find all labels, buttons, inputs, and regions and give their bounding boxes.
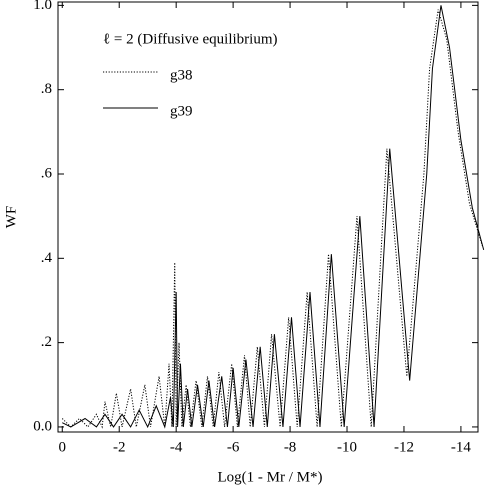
legend-label: g38: [170, 67, 193, 83]
series-line: [62, 5, 485, 429]
y-tick-label: 0.0: [33, 418, 52, 434]
x-tick-label: 0: [59, 439, 67, 455]
x-tick-label: -12: [394, 439, 414, 455]
y-tick-label: .8: [41, 81, 52, 97]
y-axis-label: WF: [3, 206, 19, 229]
x-tick-label: -10: [337, 439, 357, 455]
y-tick-label: .6: [41, 165, 53, 181]
x-tick-label: -4: [170, 439, 183, 455]
legend-label: g39: [170, 103, 193, 119]
y-tick-label: .2: [41, 334, 52, 350]
x-axis-label: Log(1 - Mr / M*): [218, 469, 323, 485]
x-tick-label: -14: [451, 439, 471, 455]
y-tick-label: .4: [41, 250, 53, 266]
x-tick-label: -6: [227, 439, 240, 455]
x-tick-label: -8: [284, 439, 297, 455]
series-line: [61, 9, 483, 429]
annotation: ℓ = 2 (Diffusive equilibrium): [103, 31, 278, 47]
y-tick-label: 1.0: [33, 0, 52, 13]
plot-frame: [57, 1, 479, 433]
x-tick-label: -2: [113, 439, 126, 455]
